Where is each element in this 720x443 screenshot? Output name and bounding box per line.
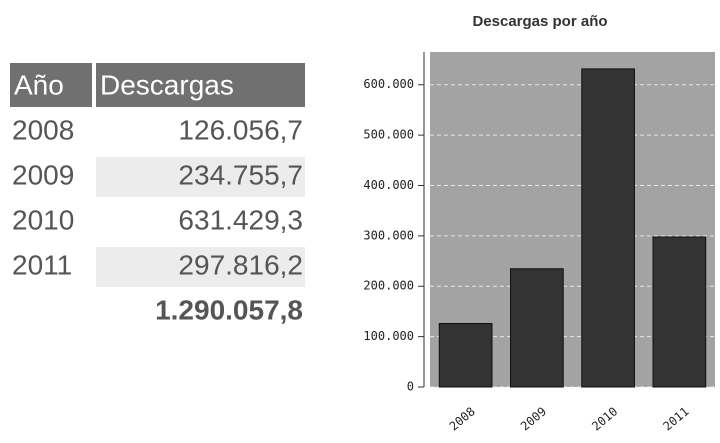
bar bbox=[510, 268, 564, 388]
y-tick-label: 500.000 bbox=[363, 128, 414, 142]
header-cell bbox=[10, 63, 92, 107]
bar bbox=[652, 236, 707, 388]
row-shade bbox=[96, 247, 305, 287]
y-tick-label: 0 bbox=[407, 380, 414, 394]
y-tick-label: 600.000 bbox=[363, 77, 414, 91]
year-cell: 2008 bbox=[12, 114, 74, 145]
year-cell: 2011 bbox=[12, 249, 72, 280]
value-cell: 631.429,3 bbox=[178, 204, 303, 235]
y-tick-label: 200.000 bbox=[363, 279, 414, 293]
value-cell: 234.755,7 bbox=[178, 159, 303, 190]
x-tick-label: 2010 bbox=[589, 404, 620, 433]
header-text: Año bbox=[14, 69, 64, 100]
value-cell: 126.056,7 bbox=[178, 114, 303, 145]
y-tick-label: 300.000 bbox=[363, 228, 414, 242]
x-tick-label: 2008 bbox=[447, 404, 478, 433]
header-text: Descargas bbox=[100, 69, 234, 100]
bar bbox=[438, 322, 493, 388]
row-shade bbox=[96, 157, 305, 197]
x-tick-label: 2011 bbox=[660, 404, 691, 433]
x-tick-label: 2009 bbox=[518, 404, 549, 433]
y-tick-label: 100.000 bbox=[363, 329, 414, 343]
header-cell bbox=[96, 63, 305, 107]
bar bbox=[581, 68, 635, 388]
year-cell: 2009 bbox=[12, 159, 74, 190]
total-cell: 1.290.057,8 bbox=[155, 294, 303, 325]
chart-title: Descargas por año bbox=[472, 13, 607, 30]
y-tick-label: 400.000 bbox=[363, 178, 414, 192]
value-cell: 297.816,2 bbox=[178, 249, 303, 280]
year-cell: 2010 bbox=[12, 204, 74, 235]
